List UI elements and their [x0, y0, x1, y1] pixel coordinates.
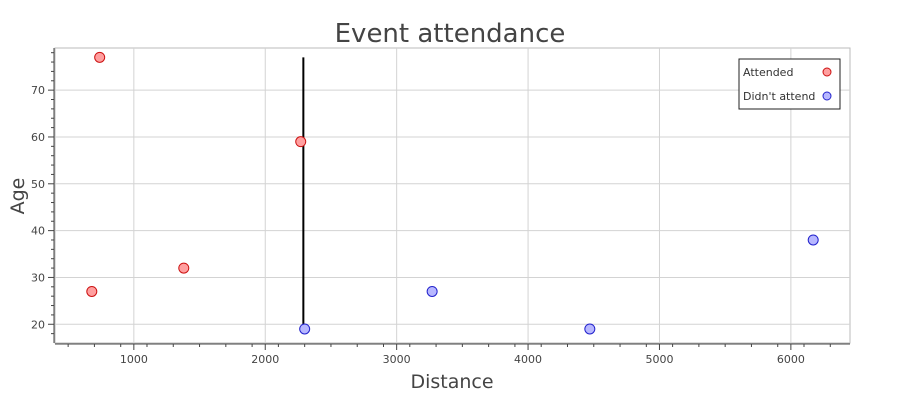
x-tick-label: 6000 — [777, 353, 805, 366]
data-point — [94, 51, 106, 63]
y-axis-label: Age — [7, 178, 29, 215]
legend: Attended Didn't attend — [738, 58, 841, 110]
data-point — [299, 323, 311, 335]
x-tick-label: 3000 — [383, 353, 411, 366]
legend-marker — [822, 91, 832, 101]
data-point — [584, 323, 596, 335]
legend-label: Attended — [743, 66, 793, 79]
plot-area — [54, 47, 851, 344]
legend-label: Didn't attend — [743, 90, 815, 103]
data-point — [426, 285, 438, 297]
data-point — [295, 136, 307, 148]
data-point — [807, 234, 819, 246]
legend-marker — [822, 67, 832, 77]
x-axis-label: Distance — [410, 371, 493, 393]
y-tick-label: 40 — [31, 225, 45, 238]
y-tick-label: 30 — [31, 271, 45, 284]
y-tick-label: 60 — [31, 131, 45, 144]
legend-box — [738, 58, 841, 110]
y-tick-label: 20 — [31, 318, 45, 331]
x-tick-label: 2000 — [251, 353, 279, 366]
y-tick-label: 50 — [31, 178, 45, 191]
x-tick-label: 1000 — [120, 353, 148, 366]
y-tick-label: 70 — [31, 84, 45, 97]
x-tick-label: 5000 — [645, 353, 673, 366]
data-points — [86, 51, 819, 335]
data-point — [178, 262, 190, 274]
data-point — [86, 285, 98, 297]
chart-title: Event attendance — [335, 19, 566, 49]
axes: 1000 2000 3000 4000 5000 6000 20 30 40 50 60 70 — [31, 48, 850, 366]
x-tick-label: 4000 — [514, 353, 542, 366]
